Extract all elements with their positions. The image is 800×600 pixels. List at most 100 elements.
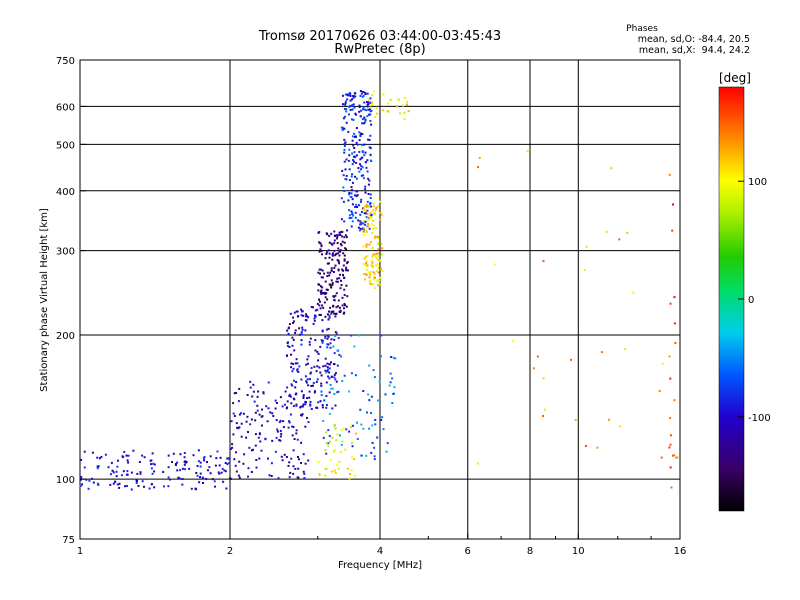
- data-point-o-trace-f2-lower: [336, 280, 339, 283]
- data-point-o-trace-low: [81, 483, 83, 486]
- data-point-o-trace-f1: [289, 312, 292, 315]
- colorbar-ticks: 100 0 -100: [738, 177, 771, 424]
- data-point-x-trace-upper: [379, 212, 382, 215]
- data-point-x-trace-upper: [373, 211, 376, 213]
- data-point-o-trace-f2-lower: [320, 268, 322, 271]
- data-point-o-trace-f2-lower: [333, 271, 335, 273]
- data-point-o-trace-f2-upper: [347, 199, 350, 202]
- data-point-o-trace-f2-upper: [342, 103, 344, 106]
- data-point-o-trace-f1: [334, 404, 337, 407]
- data-point-o-trace-f1: [314, 314, 317, 317]
- data-point-o-trace-f2-lower: [330, 232, 333, 235]
- data-point-o-trace-f2-lower: [334, 254, 337, 257]
- data-point-o-trace-f1: [292, 338, 295, 341]
- data-point-o-trace-f1: [313, 317, 316, 320]
- x-tick-label: 16: [674, 546, 687, 557]
- data-point-o-trace-f2-lower: [339, 311, 342, 314]
- data-point-o-trace-mid: [240, 435, 243, 438]
- data-point-o-trace-mid: [270, 462, 273, 465]
- data-point-o-trace-mid: [283, 403, 286, 406]
- data-point-o-trace-f2-lower: [345, 236, 348, 239]
- data-point-mixed-scatter: [327, 442, 330, 445]
- data-point-mixed-scatter: [343, 374, 346, 377]
- data-point-o-trace-f1: [286, 329, 289, 332]
- data-point-o-trace-mid: [233, 415, 236, 417]
- data-point-o-trace-f2-lower: [345, 266, 348, 269]
- data-point-o-trace-f1: [334, 315, 337, 318]
- data-point-x-trace-upper: [366, 213, 369, 215]
- data-point-o-trace-f2-upper: [345, 108, 348, 111]
- data-point-o-trace-low: [130, 488, 133, 491]
- data-point-o-trace-f1: [308, 396, 311, 399]
- data-point-o-trace-f2-upper: [368, 179, 371, 182]
- data-point-sparse-high-freq: [632, 291, 635, 294]
- data-point-o-trace-f2-upper: [353, 160, 355, 163]
- data-point-o-trace-mid: [300, 414, 303, 417]
- data-point-o-trace-f2-lower: [335, 237, 338, 240]
- data-point-o-trace-f1: [288, 323, 291, 326]
- data-point-o-trace-low: [199, 461, 202, 464]
- data-point-yellow-low: [342, 427, 345, 430]
- data-point-o-trace-f1: [300, 314, 303, 317]
- data-point-x-trace-upper: [379, 260, 382, 262]
- data-point-x-trace-upper: [380, 268, 382, 271]
- data-point-o-trace-f2-lower: [330, 242, 333, 245]
- data-point-o-trace-f1: [292, 322, 294, 324]
- data-point-sparse-edge: [670, 486, 673, 489]
- data-point-o-trace-low: [195, 488, 198, 491]
- data-point-o-trace-mid: [303, 477, 306, 479]
- data-point-o-trace-mid: [238, 476, 241, 479]
- data-point-mixed-scatter: [341, 380, 344, 382]
- data-point-o-trace-low: [96, 467, 99, 470]
- data-point-o-trace-f2-lower: [318, 241, 321, 244]
- data-point-o-trace-mid: [307, 459, 310, 462]
- data-point-o-trace-f2-upper: [365, 161, 367, 164]
- data-point-o-trace-f2-lower: [336, 242, 339, 245]
- data-point-o-trace-mid: [285, 456, 288, 458]
- data-point-o-trace-f2-lower: [319, 242, 322, 245]
- data-point-o-trace-f2-upper: [355, 190, 358, 193]
- y-tick-label: 75: [62, 535, 75, 546]
- data-point-o-trace-mid: [236, 426, 239, 429]
- data-point-o-trace-f1: [291, 370, 294, 373]
- data-point-o-trace-low: [226, 463, 229, 466]
- data-point-o-trace-f1: [318, 366, 321, 369]
- data-point-o-trace-f2-upper: [360, 92, 363, 95]
- data-point-o-trace-f2-lower: [318, 304, 321, 307]
- data-point-o-trace-f1: [331, 407, 334, 410]
- data-point-o-trace-f2-upper: [341, 94, 344, 97]
- data-point-mixed-scatter: [332, 345, 335, 348]
- data-point-o-trace-f2-upper: [359, 94, 362, 97]
- data-point-mixed-scatter: [390, 356, 393, 358]
- data-point-o-trace-low: [225, 487, 228, 490]
- data-point-o-trace-mid: [270, 475, 273, 477]
- data-point-o-trace-low: [167, 466, 170, 469]
- data-point-o-trace-mid: [301, 413, 304, 416]
- data-point-o-trace-mid: [288, 421, 291, 424]
- data-point-o-trace-f2-upper: [364, 188, 367, 190]
- data-point-o-trace-f2-upper: [360, 198, 363, 201]
- data-point-o-trace-f2-lower: [329, 284, 332, 287]
- data-point-sparse-high-freq: [478, 156, 481, 159]
- data-point-yellow-low: [337, 467, 340, 470]
- data-point-o-trace-mid: [232, 412, 235, 415]
- data-point-o-trace-mid: [267, 407, 270, 410]
- data-point-sparse-edge: [671, 229, 674, 232]
- data-point-o-trace-low: [202, 482, 204, 484]
- data-point-o-trace-f1: [307, 362, 309, 365]
- data-point-mixed-scatter: [368, 399, 371, 402]
- y-tick-label: 750: [56, 56, 75, 67]
- data-point-o-trace-f2-upper: [351, 173, 354, 176]
- data-point-o-trace-f1: [292, 397, 295, 400]
- data-point-o-trace-mid: [271, 439, 274, 442]
- data-point-o-trace-f2-lower: [332, 252, 335, 255]
- data-point-x-trace-upper: [367, 222, 370, 225]
- data-point-yellow-low: [317, 461, 320, 464]
- data-point-x-trace-upper: [375, 253, 377, 256]
- data-point-o-trace-f2-upper: [344, 141, 347, 144]
- data-point-o-trace-f2-lower: [338, 231, 341, 234]
- data-point-o-trace-f2-upper: [349, 99, 352, 102]
- data-point-o-trace-f2-upper: [367, 177, 370, 180]
- data-point-o-trace-f2-lower: [333, 242, 336, 245]
- data-point-o-trace-f2-upper: [352, 214, 355, 217]
